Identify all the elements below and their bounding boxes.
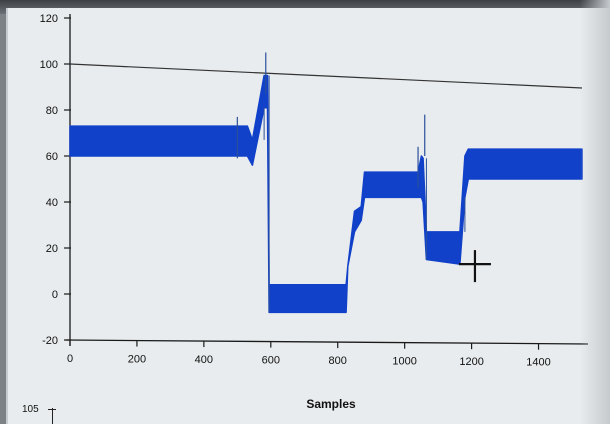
plot-window	[6, 8, 610, 424]
y-tick-label: 60	[46, 151, 58, 163]
second-plot-y-axis	[52, 408, 53, 424]
y-tick-label: 40	[46, 197, 58, 209]
y-tick-label: 120	[40, 13, 58, 25]
y-tick-label: -20	[42, 335, 58, 347]
x-tick-label: 1200	[459, 356, 483, 368]
series-band	[69, 74, 583, 314]
y-tick-label: 20	[46, 243, 58, 255]
x-tick-label: 1000	[392, 356, 416, 368]
second-plot-tick	[48, 409, 56, 410]
x-tick-label: 0	[67, 353, 73, 365]
x-axis-line	[65, 339, 589, 345]
x-tick-label: 600	[262, 355, 280, 367]
y-tick-label: 100	[40, 59, 58, 71]
screen-edge	[580, 0, 610, 424]
x-tick-label: 800	[329, 355, 347, 367]
y-tick-label: 80	[46, 105, 58, 117]
x-tick-label: 200	[128, 354, 146, 366]
x-tick-label: 400	[195, 354, 213, 366]
x-axis-title: Samples	[306, 397, 356, 411]
second-plot-top-tick-label: 105	[22, 404, 39, 415]
reference-line	[69, 63, 583, 89]
x-tick-label: 1400	[526, 357, 550, 369]
y-tick-label: 0	[52, 289, 58, 301]
